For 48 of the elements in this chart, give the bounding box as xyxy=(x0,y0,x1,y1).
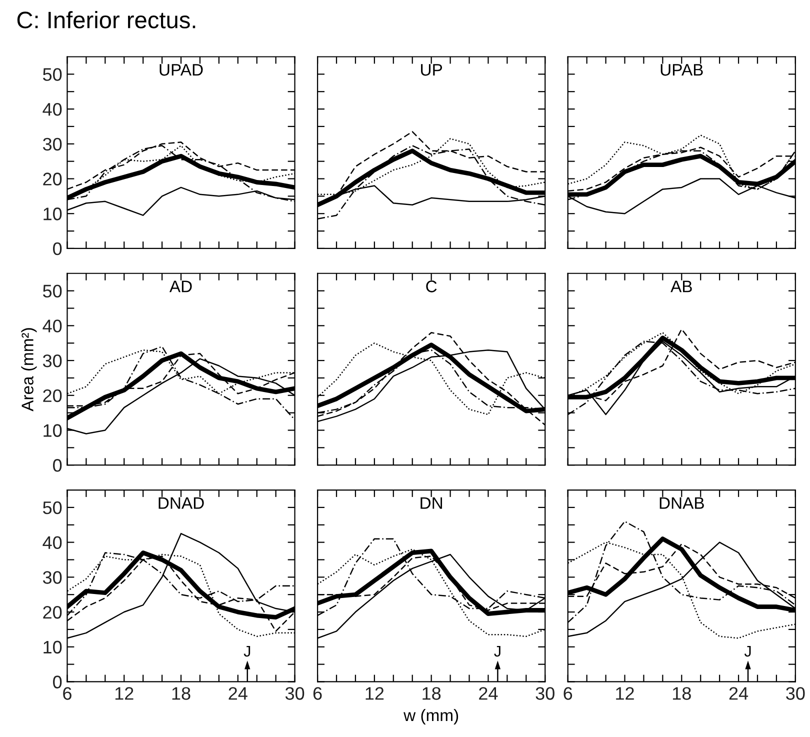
text: C: Inferior rectus. xyxy=(17,11,196,28)
y-tick-label: 30 xyxy=(42,354,62,368)
x-tick-label: 12 xyxy=(616,687,634,700)
chart-title: DN xyxy=(420,497,442,509)
y-tick-label: 50 xyxy=(43,501,62,514)
chart-title: AB xyxy=(670,280,692,292)
chart-title: C xyxy=(426,280,437,292)
x-tick-label: 6 xyxy=(313,687,322,700)
y-axis-title: Area (mm²) xyxy=(21,328,37,412)
chart-title: UPAB xyxy=(660,64,703,76)
y-tick-label: 20 xyxy=(43,389,62,402)
chart-title: DNAB xyxy=(660,497,704,509)
x-tick-label: 6 xyxy=(63,687,72,700)
x-tick-label: 6 xyxy=(564,687,572,700)
y-tick-label: 30 xyxy=(42,571,62,584)
y-tick-label: 40 xyxy=(42,536,62,550)
x-tick-label: 24 xyxy=(729,687,748,700)
y-tick-label: 50 xyxy=(43,68,62,81)
x-tick-label: 12 xyxy=(366,687,384,700)
y-tick-label: 40 xyxy=(42,102,62,116)
x-tick-label: 24 xyxy=(479,687,498,700)
chart-title: UPAD xyxy=(160,64,203,76)
chart-title: DNAD xyxy=(158,497,204,509)
y-tick-label: 40 xyxy=(42,320,62,332)
y-tick-label: 0 xyxy=(53,242,62,256)
x-tick-label: 30 xyxy=(536,687,554,700)
y-tick-label: 0 xyxy=(53,676,62,688)
y-tick-label: 10 xyxy=(44,424,62,437)
y-tick-label: 30 xyxy=(42,138,62,151)
y-tick-label: 20 xyxy=(43,606,62,619)
x-tick-label: 30 xyxy=(285,687,304,700)
chart-title: UP xyxy=(421,64,442,76)
y-tick-label: 50 xyxy=(43,284,62,298)
y-tick-label: 20 xyxy=(43,172,62,186)
y-tick-label: 10 xyxy=(44,208,62,220)
x-tick-label: 12 xyxy=(115,687,134,700)
x-tick-label: 18 xyxy=(172,687,190,700)
x-axis-title: w (mm) xyxy=(404,708,458,724)
y-tick-label: 10 xyxy=(44,640,62,654)
x-tick-label: 30 xyxy=(786,687,805,700)
x-tick-label: 18 xyxy=(422,687,441,700)
ref-line-label: J xyxy=(244,646,250,657)
x-tick-label: 18 xyxy=(672,687,691,700)
x-tick-label: 24 xyxy=(228,687,248,700)
y-tick-label: 0 xyxy=(53,459,62,472)
ref-line-label: J xyxy=(744,646,751,657)
chart-title: AD xyxy=(169,280,192,292)
ref-line-label: J xyxy=(494,646,500,657)
